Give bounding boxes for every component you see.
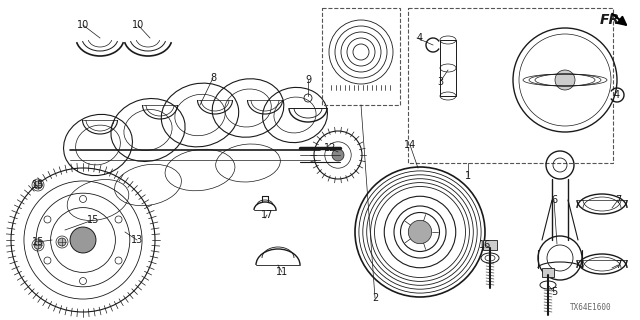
Text: 9: 9 — [305, 75, 311, 85]
Text: 10: 10 — [132, 20, 144, 30]
Text: 8: 8 — [210, 73, 216, 83]
Text: 11: 11 — [276, 267, 288, 277]
Text: 15: 15 — [32, 180, 44, 190]
Text: 3: 3 — [437, 77, 443, 87]
Circle shape — [58, 238, 66, 246]
Text: 7: 7 — [615, 260, 621, 270]
Text: 15: 15 — [32, 237, 44, 247]
Bar — [322, 8, 400, 105]
Text: 15: 15 — [87, 215, 99, 225]
Text: 7: 7 — [615, 195, 621, 205]
Circle shape — [555, 70, 575, 90]
Bar — [408, 8, 613, 163]
Text: 12: 12 — [324, 143, 336, 153]
Text: 5: 5 — [551, 287, 557, 297]
Circle shape — [34, 181, 42, 189]
Bar — [483, 240, 497, 250]
Text: 2: 2 — [372, 293, 378, 303]
Text: TX64E1600: TX64E1600 — [570, 303, 612, 312]
Text: 16: 16 — [479, 240, 491, 250]
Text: 6: 6 — [551, 195, 557, 205]
Bar — [542, 268, 554, 277]
Text: 17: 17 — [261, 210, 273, 220]
Circle shape — [70, 227, 96, 253]
Circle shape — [34, 241, 42, 249]
Circle shape — [408, 220, 432, 244]
Text: 1: 1 — [465, 171, 471, 181]
Text: FR.: FR. — [600, 13, 626, 27]
Text: 10: 10 — [77, 20, 89, 30]
Text: 4: 4 — [417, 33, 423, 43]
Bar — [440, 40, 456, 96]
Text: 13: 13 — [131, 235, 143, 245]
Circle shape — [332, 149, 344, 161]
Text: 14: 14 — [404, 140, 416, 150]
Text: 4: 4 — [614, 90, 620, 100]
